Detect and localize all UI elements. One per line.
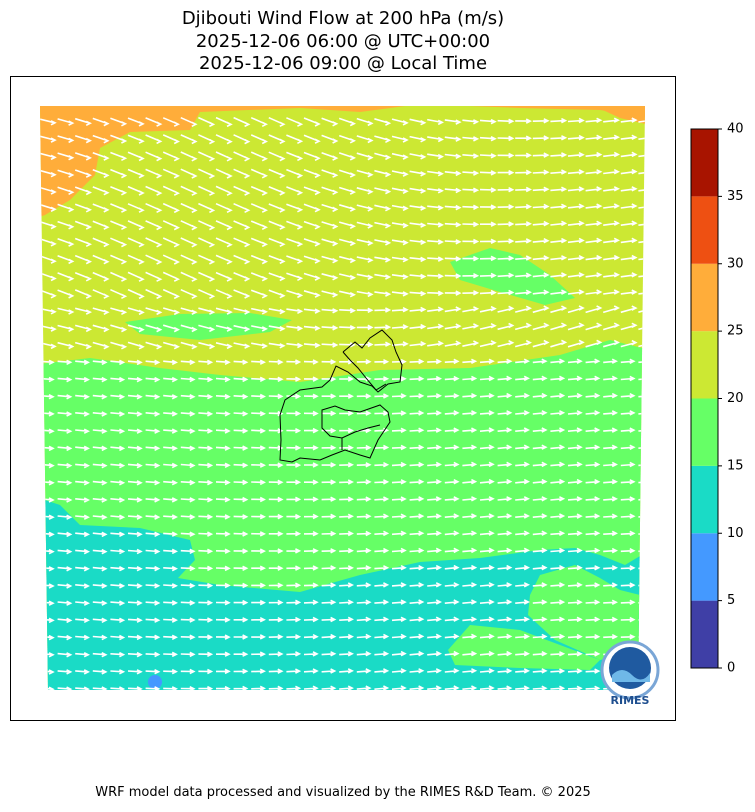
colorbar-tick-label: 20 [727, 391, 744, 406]
colorbar-tick-label: 15 [727, 458, 744, 473]
colorbar-tick-label: 30 [727, 256, 744, 271]
wind-arrow-row [40, 168, 645, 179]
colorbar-segment [691, 398, 718, 466]
wind-arrow-row [40, 220, 645, 231]
colorbar-segment [691, 465, 718, 534]
wind-arrow-row [40, 358, 645, 366]
title-line: 2025-12-06 09:00 @ Local Time [199, 53, 487, 74]
title-line: 2025-12-06 06:00 @ UTC+00:00 [196, 31, 490, 52]
wind-arrow-row [40, 461, 645, 469]
wind-arrow-row [40, 185, 645, 196]
wind-arrow-row [40, 564, 645, 572]
logo-text: RIMES [611, 694, 650, 707]
logo-globe [609, 647, 651, 689]
colorbar-tick-label: 10 [727, 526, 744, 541]
wind-arrow-row [40, 271, 645, 282]
wind-arrow-row [40, 151, 645, 162]
colorbar-tick-label: 5 [727, 593, 735, 608]
wind-arrow-row [40, 116, 645, 128]
wind-arrow-row [40, 513, 645, 520]
wind-arrow-row [40, 410, 645, 417]
wind-arrow-row [40, 392, 645, 400]
colorbar-tick-label: 25 [727, 324, 744, 339]
logo: RIMES [600, 640, 660, 707]
field-25-30 [40, 106, 645, 220]
wind-arrow-row [40, 427, 645, 434]
wind-arrow-row [40, 202, 645, 214]
wind-arrow-row [40, 547, 645, 555]
wind-arrow-row [40, 496, 645, 503]
country-border [279, 329, 403, 463]
colorbar-segment [691, 533, 718, 601]
colorbar-segment [691, 196, 718, 264]
wind-arrow-row [40, 254, 645, 265]
wind-arrow-row [40, 288, 645, 300]
map-frame [10, 76, 676, 721]
wind-arrow-row [40, 478, 645, 486]
map-area [40, 106, 645, 690]
field-5-10 [148, 675, 162, 689]
colorbar-segment [691, 331, 718, 399]
colorbar-tick-label: 0 [727, 661, 735, 676]
wind-arrow-row [40, 322, 645, 333]
colorbar: 0 5 10 15 20 25 30 35 40 [690, 122, 744, 676]
wind-arrow-row [40, 237, 645, 248]
wind-arrow-row [40, 375, 645, 383]
footer: WRF model data processed and visualized … [95, 785, 591, 800]
wind-arrow-row [40, 339, 645, 350]
field-15-20 [125, 313, 292, 340]
wind-arrow-row [40, 305, 645, 316]
colorbar-segment [691, 129, 718, 197]
wind-arrow-row [40, 444, 645, 452]
logo-wave [612, 670, 650, 682]
colorbar-tick-label: 40 [727, 122, 744, 137]
wind-arrow-row [40, 134, 645, 145]
region-border [341, 351, 387, 450]
colorbar-segment [691, 263, 718, 332]
title-line: Djibouti Wind Flow at 200 hPa (m/s) [182, 8, 504, 29]
wind-arrow-row [40, 530, 645, 538]
colorbar-tick-label: 35 [727, 189, 744, 204]
colorbar-segment [691, 600, 718, 668]
